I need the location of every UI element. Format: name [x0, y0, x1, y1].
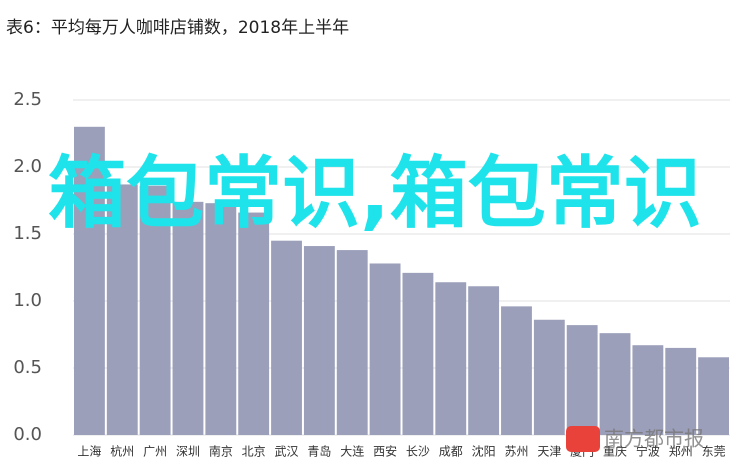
bar — [468, 286, 500, 435]
x-tick-label: 苏州 — [504, 445, 528, 459]
chart-title: 表6：平均每万人咖啡店铺数，2018年上半年 — [6, 18, 349, 38]
bar — [303, 246, 335, 435]
bar — [698, 357, 729, 435]
bar — [74, 126, 105, 436]
bar — [369, 263, 401, 435]
y-tick-label: 0.5 — [13, 357, 42, 378]
x-tick-label: 大连 — [340, 444, 364, 459]
x-tick-label: 青岛 — [307, 444, 331, 459]
watermark: 箱包常识,箱包常识 — [48, 149, 702, 239]
x-tick-label: 广州 — [143, 445, 167, 459]
bar — [501, 306, 532, 435]
x-tick-label: 沈阳 — [472, 444, 496, 459]
x-tick-label: 天津 — [537, 445, 561, 459]
x-tick-label: 东莞 — [702, 445, 726, 459]
y-tick-label: 2.0 — [13, 156, 42, 177]
x-tick-label: 西安 — [373, 444, 397, 459]
bar — [139, 185, 171, 435]
y-tick-label: 1.0 — [13, 290, 42, 311]
bar — [566, 325, 598, 435]
bar — [238, 212, 270, 435]
y-tick-label: 1.5 — [13, 223, 42, 244]
bar — [435, 282, 467, 435]
x-tick-label: 重庆 — [603, 445, 627, 459]
x-tick-label: 深圳 — [176, 445, 200, 459]
x-tick-label: 北京 — [242, 445, 266, 459]
bar — [106, 184, 138, 435]
bar — [271, 240, 302, 435]
bar — [336, 250, 368, 435]
y-tick-label: 0.0 — [13, 424, 42, 445]
x-tick-label: 上海 — [77, 444, 101, 459]
x-tick-label: 杭州 — [110, 444, 134, 459]
x-tick-label: 成都 — [439, 445, 463, 459]
x-tick-label: 武汉 — [275, 445, 299, 459]
x-tick-label: 郑州 — [669, 444, 693, 459]
x-tick-label: 南京 — [209, 444, 233, 459]
x-tick-label: 宁波 — [636, 444, 660, 459]
bar — [205, 203, 237, 435]
bar — [665, 347, 697, 435]
bar — [599, 333, 631, 435]
source: 南方都市报 — [604, 427, 704, 451]
bar — [402, 272, 434, 435]
bar — [172, 201, 204, 435]
bar — [632, 345, 664, 435]
source-logo — [566, 426, 600, 452]
bar — [533, 319, 565, 435]
y-tick-label: 2.5 — [13, 89, 42, 110]
x-tick-label: 长沙 — [406, 445, 430, 459]
